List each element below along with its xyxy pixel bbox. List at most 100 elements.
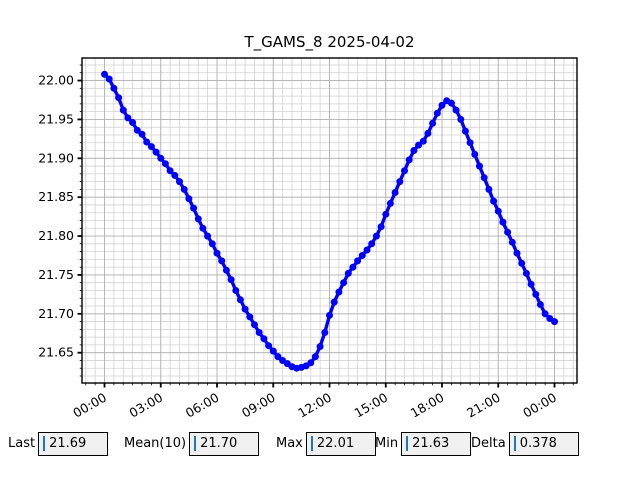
series-marker (363, 246, 371, 254)
series-marker (110, 84, 118, 92)
x-tick-label: 12:00 (295, 390, 334, 421)
delta-value-box[interactable]: 0.378 (508, 431, 579, 456)
stat-widget-min: Min 21.63 (375, 430, 472, 457)
series-marker (236, 296, 244, 304)
series-marker (133, 126, 141, 134)
series-marker (260, 335, 268, 343)
series-marker (447, 99, 455, 107)
y-tick-label: 21.85 (38, 189, 74, 204)
delta-value: 0.378 (519, 436, 557, 451)
series-marker (251, 321, 258, 329)
series-marker (129, 119, 137, 126)
min-value-box[interactable]: 21.63 (401, 431, 472, 456)
stat-widget-last: Last 21.69 (8, 430, 109, 457)
series-marker (490, 197, 498, 205)
mean-value-box[interactable]: 21.70 (189, 431, 260, 456)
series-marker (101, 70, 108, 78)
series-marker (401, 167, 408, 175)
series-marker (180, 185, 188, 193)
series-marker (138, 130, 146, 138)
series-marker (143, 138, 151, 146)
series-marker (461, 127, 469, 135)
stat-widget-delta: Delta 0.378 (471, 430, 579, 457)
series-marker (119, 106, 127, 114)
series-marker (410, 147, 418, 154)
series-marker (358, 252, 366, 259)
series-marker (527, 280, 535, 288)
series-marker (499, 218, 507, 226)
series-marker (541, 310, 549, 318)
series-marker (518, 259, 526, 267)
series-marker (255, 329, 263, 336)
max-label: Max (276, 436, 303, 451)
text-cursor (194, 436, 197, 451)
series-marker (115, 94, 123, 102)
series-marker (377, 223, 385, 231)
y-tick-label: 21.65 (38, 345, 74, 360)
series-marker (471, 150, 479, 158)
series-marker (176, 178, 183, 186)
series-marker (415, 141, 423, 149)
text-cursor (43, 436, 46, 451)
series-marker (161, 160, 169, 168)
text-cursor (513, 436, 516, 451)
series-marker (405, 156, 413, 164)
series-marker (429, 119, 437, 127)
series-marker (433, 109, 441, 117)
last-value-box[interactable]: 21.69 (38, 431, 109, 456)
series-marker (147, 143, 155, 151)
series-marker (476, 162, 483, 170)
series-marker (330, 298, 338, 306)
series-marker (344, 269, 352, 277)
series-marker (513, 249, 521, 257)
series-marker (124, 114, 132, 122)
series-marker (185, 195, 193, 203)
series-marker (307, 359, 315, 367)
series-marker (382, 210, 390, 218)
y-tick-label: 21.95 (38, 111, 74, 126)
series-marker (466, 139, 474, 147)
series-marker (157, 154, 165, 162)
min-label: Min (375, 436, 399, 451)
text-cursor (310, 436, 313, 451)
series-marker (204, 232, 212, 240)
chart-title: T_GAMS_8 2025-04-02 (244, 33, 415, 51)
x-tick-label: 21:00 (464, 390, 503, 421)
series-marker (349, 263, 357, 271)
series-marker (227, 276, 235, 284)
series-marker (504, 228, 512, 236)
series-marker (265, 342, 273, 350)
series-marker (536, 301, 544, 308)
series-marker (105, 75, 113, 83)
series-marker (457, 115, 465, 123)
series-marker (199, 224, 207, 232)
x-tick-label: 15:00 (352, 390, 391, 421)
series-marker (326, 311, 333, 319)
series-marker (218, 257, 226, 265)
delta-label: Delta (471, 436, 506, 451)
series-marker (424, 129, 432, 137)
x-tick-label: 18:00 (408, 390, 447, 421)
max-value: 22.01 (316, 436, 355, 451)
series-marker (532, 290, 540, 298)
series-marker (246, 313, 254, 321)
series-marker (386, 199, 394, 207)
stat-widget-mean: Mean(10) 21.70 (124, 430, 260, 457)
series-marker (335, 288, 343, 296)
x-tick-label: 06:00 (183, 390, 222, 421)
x-tick-label: 03:00 (127, 390, 166, 421)
series-marker (190, 204, 198, 212)
max-value-box[interactable]: 22.01 (305, 431, 376, 456)
series-marker (213, 249, 221, 257)
x-tick-label: 00:00 (520, 390, 559, 421)
x-tick-label: 09:00 (239, 390, 278, 421)
series-marker (316, 343, 324, 350)
y-tick-label: 22.00 (38, 73, 74, 88)
series-marker (208, 240, 216, 248)
series-marker (372, 232, 380, 240)
series-marker (452, 106, 460, 114)
series-marker (391, 189, 399, 196)
y-tick-label: 21.75 (38, 267, 74, 282)
series-marker (480, 174, 488, 182)
